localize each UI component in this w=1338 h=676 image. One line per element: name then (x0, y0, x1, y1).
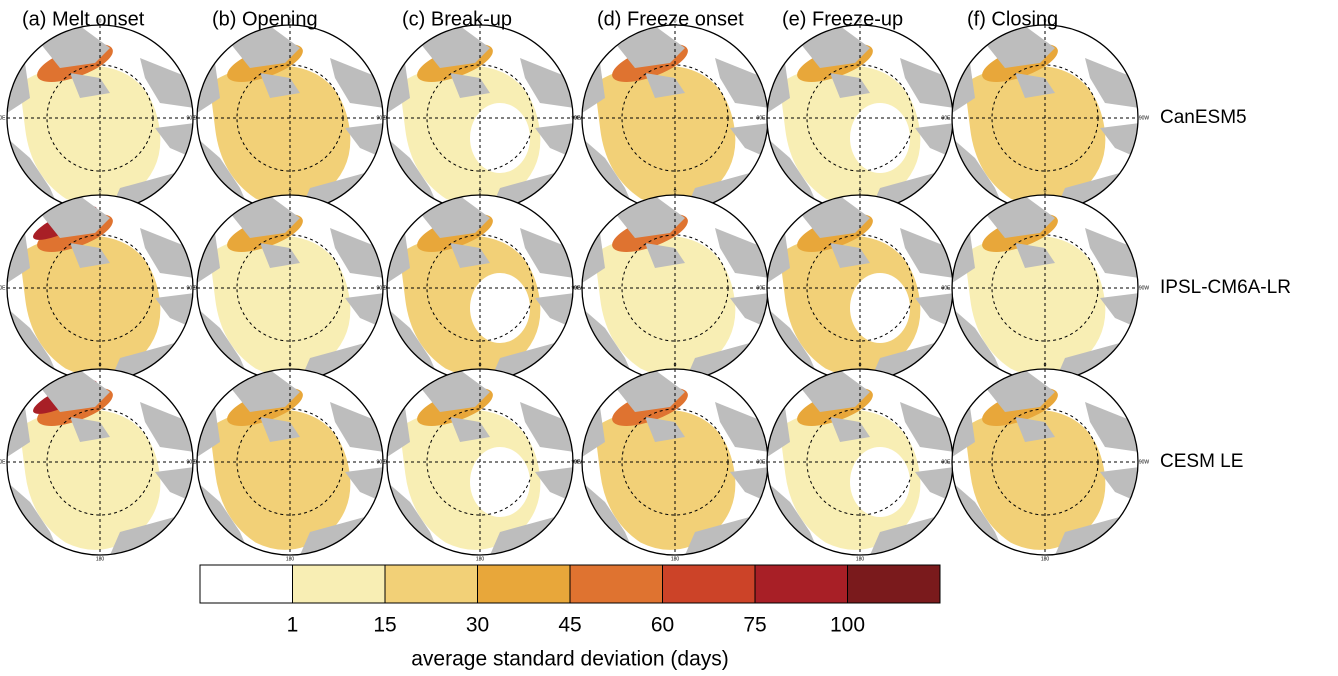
column-title: (f) Closing (967, 8, 1058, 30)
colorbar-tick-label: 100 (830, 614, 865, 637)
map-label: 90E (942, 115, 952, 121)
colorbar-tick-label: 75 (743, 614, 766, 637)
figure: 018090E90W018090E90W018090E90W018090E90W… (0, 0, 1338, 676)
map-label: 0 (479, 362, 482, 368)
map-label: 180 (671, 556, 680, 562)
colorbar-box (385, 565, 478, 603)
map-label: 90E (0, 459, 6, 465)
map-label: 0 (99, 362, 102, 368)
map-label: 0 (99, 188, 102, 194)
colorbar-tick-label: 30 (466, 614, 489, 637)
map-label: 90E (572, 459, 582, 465)
colorbar: 1 15 30 45 60 75 100 (200, 565, 940, 637)
map-label: 0 (674, 362, 677, 368)
column-title: (d) Freeze onset (597, 8, 744, 30)
column-title: (e) Freeze-up (782, 8, 903, 30)
column-title: (c) Break-up (402, 8, 512, 30)
map-label: 0 (479, 188, 482, 194)
map-label: 90W (1139, 115, 1150, 121)
map-label: 0 (859, 188, 862, 194)
map-label: 0 (859, 362, 862, 368)
map-label: 0 (674, 188, 677, 194)
map-label: 90E (942, 285, 952, 291)
map-label: 90W (1139, 459, 1150, 465)
map-label: 90W (1139, 285, 1150, 291)
colorbar-box (200, 565, 293, 603)
map-label: 90E (572, 285, 582, 291)
map-label: 90E (0, 285, 6, 291)
colorbar-box (570, 565, 663, 603)
map-label: 0 (289, 362, 292, 368)
colorbar-box (663, 565, 756, 603)
map-label: 180 (476, 556, 485, 562)
low-variability (850, 103, 910, 173)
low-variability (850, 273, 910, 343)
map-label: 90E (757, 285, 767, 291)
map-label: 0 (289, 188, 292, 194)
map-label: 180 (1041, 556, 1050, 562)
colorbar-tick-label: 45 (558, 614, 581, 637)
column-title: (a) Melt onset (22, 8, 145, 30)
map-label: 0 (1044, 362, 1047, 368)
map-label: 90E (377, 459, 387, 465)
map-label: 90E (187, 115, 197, 121)
colorbar-tick-label: 1 (287, 614, 299, 637)
map-label: 90E (757, 115, 767, 121)
colorbar-label: average standard deviation (days) (411, 648, 729, 671)
low-variability (850, 447, 910, 517)
map-label: 90E (377, 115, 387, 121)
colorbar-box (848, 565, 941, 603)
map-label: 90E (942, 459, 952, 465)
colorbar-tick-label: 15 (373, 614, 396, 637)
map-label: 90E (377, 285, 387, 291)
map-label: 90E (757, 459, 767, 465)
column-title: (b) Opening (212, 8, 318, 30)
low-variability (470, 273, 530, 343)
map-label: 180 (856, 556, 865, 562)
map-label: 0 (1044, 188, 1047, 194)
low-variability (470, 103, 530, 173)
row-label: CanESM5 (1160, 107, 1247, 128)
colorbar-box (755, 565, 848, 603)
row-label: IPSL-CM6A-LR (1160, 277, 1291, 298)
low-variability (470, 447, 530, 517)
row-label: CESM LE (1160, 451, 1243, 472)
colorbar-box (478, 565, 571, 603)
maps: 018090E90W018090E90W018090E90W018090E90W… (0, 18, 1149, 562)
colorbar-tick-label: 60 (651, 614, 674, 637)
map-label: 180 (96, 556, 105, 562)
map-label: 180 (286, 556, 295, 562)
map-label: 90E (187, 459, 197, 465)
colorbar-box (293, 565, 386, 603)
map-label: 90E (572, 115, 582, 121)
map-label: 90E (187, 285, 197, 291)
map-label: 90E (0, 115, 6, 121)
